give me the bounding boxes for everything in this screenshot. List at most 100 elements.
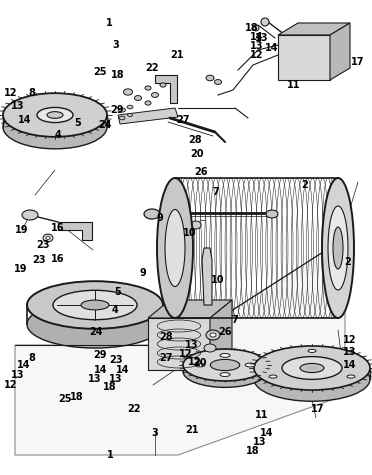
Text: 26: 26 xyxy=(218,327,232,337)
Ellipse shape xyxy=(253,25,259,31)
Ellipse shape xyxy=(145,86,151,90)
Text: 12: 12 xyxy=(179,349,192,359)
Text: 28: 28 xyxy=(188,135,202,145)
Ellipse shape xyxy=(332,178,344,318)
Polygon shape xyxy=(210,300,232,370)
Ellipse shape xyxy=(204,344,216,352)
Ellipse shape xyxy=(261,18,269,26)
Text: 12: 12 xyxy=(343,335,357,345)
Text: 9: 9 xyxy=(140,268,147,278)
Text: 29: 29 xyxy=(93,350,106,361)
Text: 14: 14 xyxy=(17,360,31,370)
Text: 25: 25 xyxy=(93,67,107,77)
Ellipse shape xyxy=(3,93,107,137)
Ellipse shape xyxy=(206,330,220,340)
Polygon shape xyxy=(15,238,345,455)
Text: 3: 3 xyxy=(112,40,119,50)
Ellipse shape xyxy=(183,355,267,387)
Ellipse shape xyxy=(254,357,370,401)
Text: 13: 13 xyxy=(11,101,25,111)
Text: 11: 11 xyxy=(255,410,269,420)
Text: 23: 23 xyxy=(36,240,50,250)
Text: 10: 10 xyxy=(183,228,196,238)
Ellipse shape xyxy=(206,75,214,81)
Text: 17: 17 xyxy=(311,403,325,414)
Text: 14: 14 xyxy=(260,428,274,438)
Ellipse shape xyxy=(157,178,193,318)
Text: 12: 12 xyxy=(4,88,18,98)
Text: 22: 22 xyxy=(127,404,141,415)
Text: 12: 12 xyxy=(4,380,18,390)
Text: 18: 18 xyxy=(245,23,259,33)
Ellipse shape xyxy=(215,79,221,85)
Text: 14: 14 xyxy=(250,32,263,42)
Text: 23: 23 xyxy=(109,355,123,365)
Ellipse shape xyxy=(347,375,355,378)
Polygon shape xyxy=(278,23,350,35)
Text: 16: 16 xyxy=(51,223,65,233)
Text: 23: 23 xyxy=(32,255,46,265)
Text: 20: 20 xyxy=(193,358,207,368)
Ellipse shape xyxy=(300,363,324,372)
Ellipse shape xyxy=(124,89,132,95)
Text: 24: 24 xyxy=(98,120,112,130)
Text: 14: 14 xyxy=(18,115,32,125)
Text: 18: 18 xyxy=(111,70,125,80)
Text: 14: 14 xyxy=(265,43,279,53)
Text: 7: 7 xyxy=(212,187,219,198)
Text: 18: 18 xyxy=(246,446,260,456)
Ellipse shape xyxy=(27,281,163,329)
Ellipse shape xyxy=(328,206,348,290)
Ellipse shape xyxy=(245,363,255,367)
Ellipse shape xyxy=(160,83,166,87)
Ellipse shape xyxy=(119,108,125,112)
Polygon shape xyxy=(148,300,232,318)
Ellipse shape xyxy=(128,114,132,116)
Text: 12: 12 xyxy=(188,357,201,367)
Ellipse shape xyxy=(254,346,370,390)
Text: 2: 2 xyxy=(302,180,308,190)
Ellipse shape xyxy=(144,209,160,219)
Text: 13: 13 xyxy=(250,41,263,51)
Polygon shape xyxy=(148,318,210,370)
Text: 14: 14 xyxy=(94,365,108,375)
Text: 5: 5 xyxy=(75,118,81,129)
Ellipse shape xyxy=(169,178,181,318)
Text: 7: 7 xyxy=(232,315,238,325)
Ellipse shape xyxy=(27,301,163,348)
Ellipse shape xyxy=(3,105,107,149)
Text: 13: 13 xyxy=(255,33,269,43)
Text: 21: 21 xyxy=(185,425,199,435)
Text: 4: 4 xyxy=(112,305,118,315)
Ellipse shape xyxy=(145,101,151,105)
Text: 22: 22 xyxy=(145,63,159,73)
Ellipse shape xyxy=(210,360,240,370)
Ellipse shape xyxy=(81,300,109,310)
Text: 13: 13 xyxy=(185,340,198,350)
Ellipse shape xyxy=(165,209,185,286)
Text: 8: 8 xyxy=(29,353,35,363)
Ellipse shape xyxy=(220,373,230,377)
Text: 10: 10 xyxy=(211,275,225,285)
Ellipse shape xyxy=(43,234,53,242)
Ellipse shape xyxy=(119,116,125,120)
Text: 13: 13 xyxy=(11,370,25,380)
Text: 14: 14 xyxy=(343,360,357,370)
Text: 4: 4 xyxy=(54,130,61,141)
Text: 28: 28 xyxy=(160,332,173,342)
Ellipse shape xyxy=(53,290,137,320)
Text: 2: 2 xyxy=(344,257,352,267)
Text: 29: 29 xyxy=(110,105,124,115)
Text: 19: 19 xyxy=(15,225,29,235)
Ellipse shape xyxy=(210,333,216,337)
Ellipse shape xyxy=(135,95,141,100)
Text: 11: 11 xyxy=(287,80,301,91)
Text: 20: 20 xyxy=(190,149,204,160)
Ellipse shape xyxy=(22,210,38,220)
Ellipse shape xyxy=(127,105,133,109)
Ellipse shape xyxy=(308,350,316,352)
Polygon shape xyxy=(278,35,330,80)
Text: 13: 13 xyxy=(343,347,357,357)
Ellipse shape xyxy=(282,357,342,380)
Ellipse shape xyxy=(266,210,278,218)
